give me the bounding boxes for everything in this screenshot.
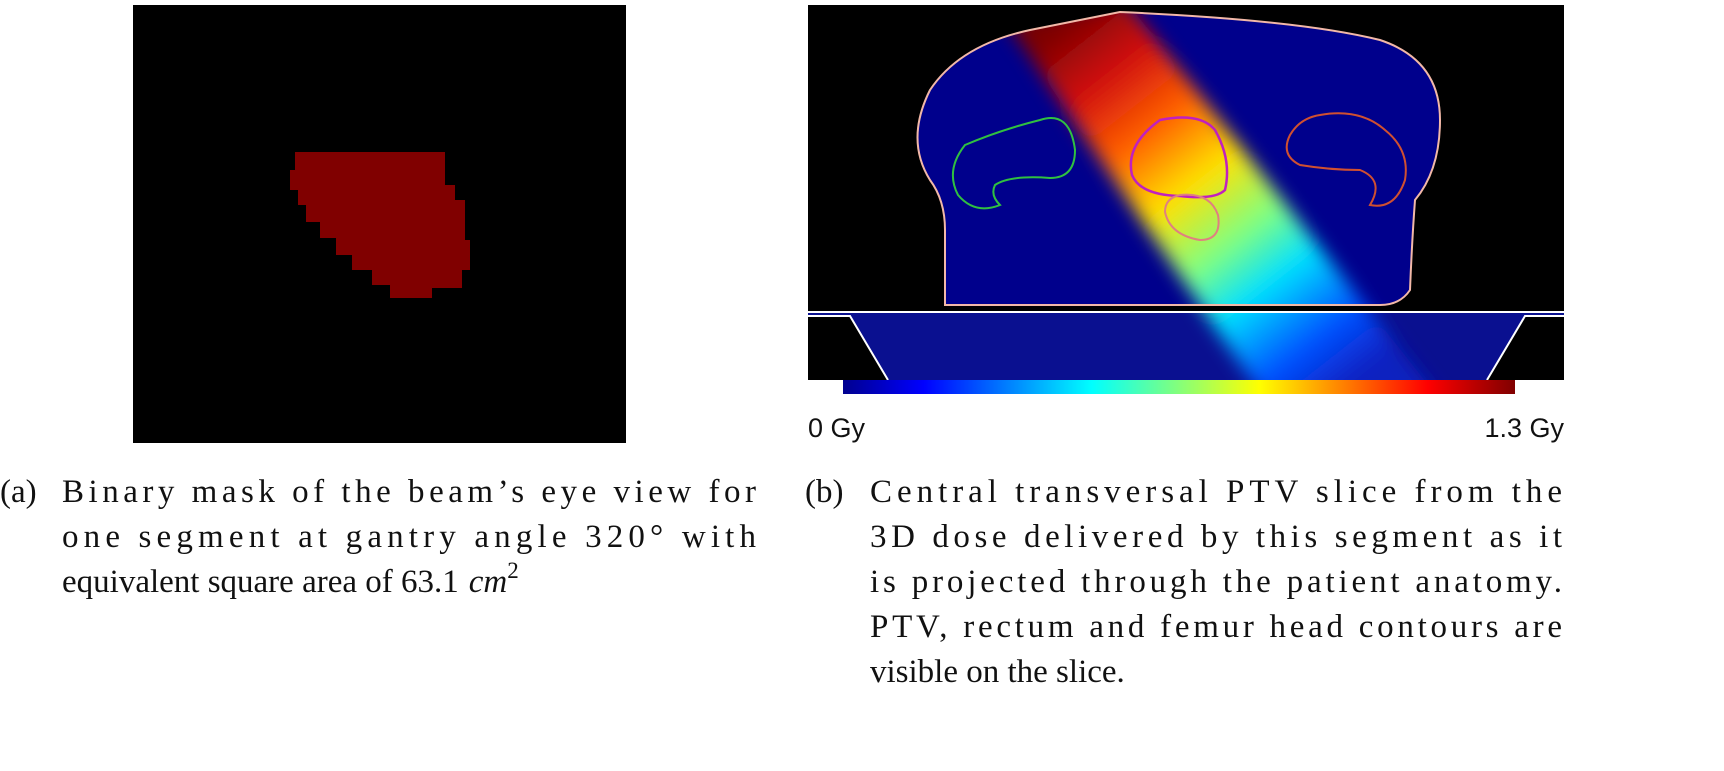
femur-right-contour <box>1285 112 1407 207</box>
couch-fill <box>808 312 1564 380</box>
caption-b-label: (b) <box>805 474 843 510</box>
caption-a-label: (a) <box>0 474 37 510</box>
caption-line: equivalent square area of 63.1 cm2 <box>62 558 519 600</box>
caption-line: PTV, rectum and femur head contours are <box>870 609 1562 645</box>
colorbar-max-label: 1.3 Gy <box>1484 413 1564 443</box>
caption-unit: cm <box>469 564 507 600</box>
segment-mask <box>290 152 470 298</box>
caption-line: one segment at gantry angle 320° with <box>62 519 757 555</box>
caption-exponent: 2 <box>507 558 519 583</box>
rectum-contour <box>1163 193 1220 242</box>
caption-line: 3D dose delivered by this segment as it <box>870 519 1562 555</box>
femur-left-contour <box>951 117 1077 210</box>
caption-line: visible on the slice. <box>870 654 1125 690</box>
caption-line: is projected through the patient anatomy… <box>870 564 1562 600</box>
caption-line: Central transversal PTV slice from the <box>870 474 1562 510</box>
body-contour <box>916 10 1442 306</box>
caption-line: Binary mask of the beam’s eye view for <box>62 474 756 510</box>
beam <box>1005 12 1440 380</box>
couch-contour <box>808 311 1564 381</box>
colorbar <box>843 380 1515 394</box>
colorbar-min-label: 0 Gy <box>808 413 866 443</box>
ptv-contour <box>1129 116 1229 199</box>
